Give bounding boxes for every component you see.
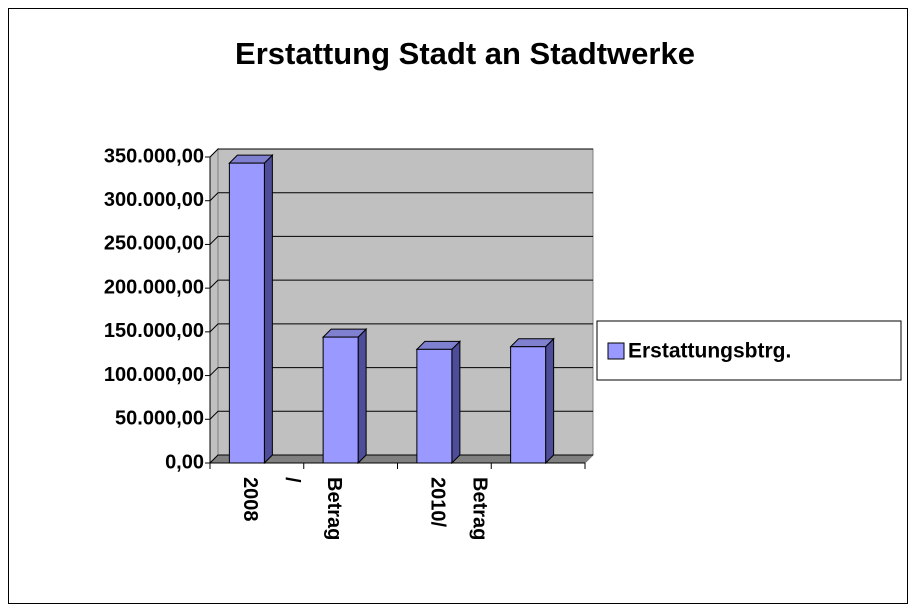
x-tick-label: 2008 / Betrag bbox=[239, 477, 345, 540]
x-tick-label-line: Betrag bbox=[468, 477, 490, 540]
grid-line bbox=[209, 148, 593, 158]
y-tick-label: 300.000,00 bbox=[104, 189, 204, 211]
bar-top bbox=[228, 154, 274, 164]
y-tick-label: 150.000,00 bbox=[104, 320, 204, 342]
bar-top bbox=[509, 338, 555, 348]
bar bbox=[510, 346, 547, 464]
y-tick-label: 350.000,00 bbox=[104, 145, 204, 167]
bar-top bbox=[415, 340, 462, 350]
grid-line bbox=[209, 367, 593, 376]
grid-line bbox=[209, 323, 593, 333]
x-tick-label-line: 2008 bbox=[239, 477, 261, 522]
bar-side bbox=[357, 327, 367, 465]
bar-side bbox=[545, 337, 555, 465]
grid-line bbox=[209, 279, 593, 289]
y-tick-label: 0,00 bbox=[165, 451, 204, 473]
y-tick-label: 250.000,00 bbox=[104, 233, 204, 255]
legend-box bbox=[596, 320, 902, 381]
bar-side bbox=[263, 153, 273, 465]
y-tick-label: 100.000,00 bbox=[104, 364, 204, 386]
legend-swatch bbox=[607, 342, 625, 360]
y-tick-label: 50.000,00 bbox=[115, 408, 204, 430]
bar bbox=[416, 348, 453, 464]
chart-title: Erstattung Stadt an Stadtwerke bbox=[235, 36, 695, 71]
x-tick-label-line: 2010/ bbox=[426, 477, 448, 527]
legend-label: Erstattungsbtrg. bbox=[628, 340, 791, 363]
grid-line bbox=[209, 454, 593, 464]
y-tick-label: 200.000,00 bbox=[104, 276, 204, 298]
grid-line bbox=[209, 235, 593, 245]
bar bbox=[322, 336, 359, 464]
x-tick-label-line: Betrag bbox=[323, 477, 345, 540]
grid-line bbox=[209, 192, 593, 202]
x-tick-label-line: / bbox=[281, 477, 303, 483]
bar-top bbox=[321, 328, 368, 338]
x-tick-label: 2010/Betrag bbox=[426, 477, 490, 540]
bar bbox=[228, 162, 265, 464]
bar-side bbox=[451, 340, 461, 465]
grid-line bbox=[209, 410, 593, 420]
